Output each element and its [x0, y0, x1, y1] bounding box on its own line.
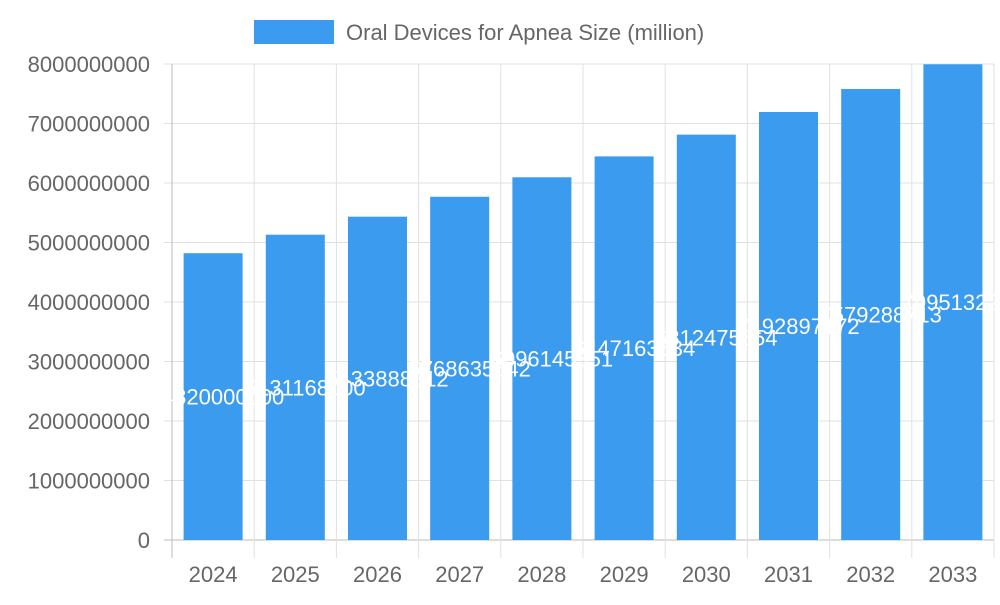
data-label: 6812475554: [655, 325, 777, 350]
x-tick-label: 2032: [846, 562, 895, 587]
bar: [512, 177, 572, 540]
y-tick-label: 7000000000: [28, 112, 150, 137]
x-tick-label: 2027: [435, 562, 484, 587]
y-tick-label: 4000000000: [28, 290, 150, 315]
legend-label: Oral Devices for Apnea Size (million): [346, 20, 704, 45]
y-tick-label: 8000000000: [28, 52, 150, 77]
y-tick-label: 2000000000: [28, 409, 150, 434]
y-tick-label: 5000000000: [28, 231, 150, 256]
legend-swatch: [254, 20, 334, 44]
x-tick-label: 2026: [353, 562, 402, 587]
bar: [183, 253, 243, 540]
data-label: 6447163534: [573, 336, 695, 361]
data-label: 5131168000: [245, 375, 366, 400]
data-label: 6096145351: [491, 347, 613, 372]
y-tick-label: 6000000000: [28, 171, 150, 196]
bar: [676, 134, 736, 540]
data-label: 5433888812: [326, 366, 448, 391]
x-tick-label: 2033: [928, 562, 977, 587]
bar: [265, 234, 325, 541]
data-label: 7995132250: [902, 290, 1000, 315]
bar: [430, 196, 490, 541]
y-tick-label: 3000000000: [28, 350, 150, 375]
bars: [183, 64, 983, 541]
x-tick-label: 2030: [682, 562, 731, 587]
bar: [759, 112, 818, 541]
x-tick-label: 2031: [764, 562, 813, 587]
data-label: 5768635542: [409, 356, 531, 381]
bar: [348, 216, 407, 541]
x-tick-label: 2028: [517, 562, 566, 587]
y-tick-label: 0: [138, 528, 150, 553]
bar: [923, 64, 983, 540]
x-tick-label: 2024: [189, 562, 238, 587]
x-tick-label: 2025: [271, 562, 320, 587]
y-axis-ticks: 0 1000000000 2000000000 3000000000 400000000…: [28, 52, 150, 553]
data-label: 7192897172: [737, 314, 859, 339]
data-label: 4820000000: [162, 385, 284, 410]
data-label: 7579288713: [820, 303, 942, 328]
legend[interactable]: Oral Devices for Apnea Size (million): [254, 20, 704, 45]
x-tick-label: 2029: [600, 562, 649, 587]
bar: [841, 89, 901, 540]
bar: [594, 156, 654, 540]
data-labels: 4820000000513116800054338888125768635542…: [162, 290, 1000, 409]
x-axis-ticks: 2024 2025 2026 2027 2028 2029 2030 2031 2032 2033: [189, 562, 978, 587]
y-tick-label: 1000000000: [28, 469, 150, 494]
